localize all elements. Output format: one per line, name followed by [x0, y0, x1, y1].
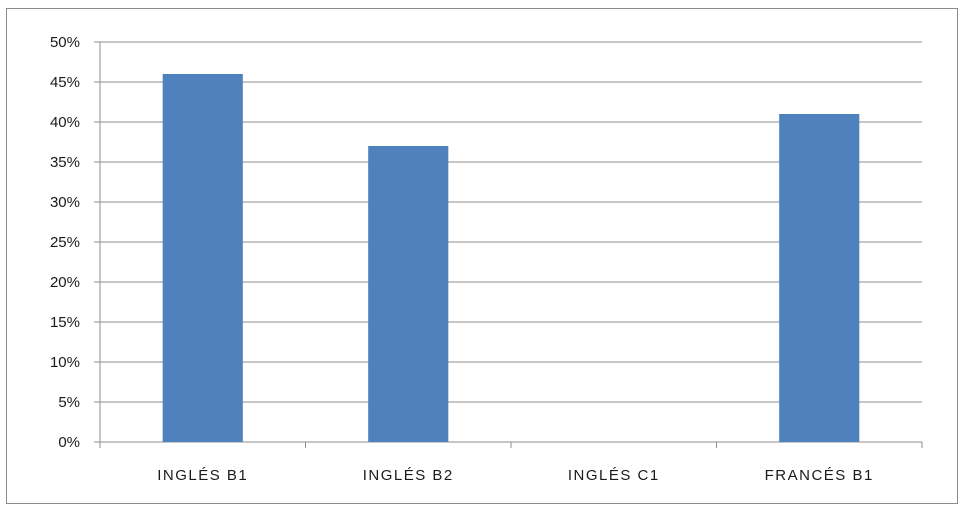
x-tick-label: INGLÉS B1 [157, 467, 248, 484]
bar-1 [162, 74, 243, 442]
y-tick-label: 30% [50, 194, 80, 211]
y-tick-label: 15% [50, 314, 80, 331]
y-tick-label: 5% [58, 394, 80, 411]
y-tick-label: 45% [50, 74, 80, 91]
bar-2 [368, 146, 449, 442]
y-tick-label: 20% [50, 274, 80, 291]
bar-4 [779, 114, 860, 442]
x-tick-label: INGLÉS B2 [363, 467, 454, 484]
y-tick-label: 10% [50, 354, 80, 371]
y-tick-label: 25% [50, 234, 80, 251]
y-tick-label: 35% [50, 154, 80, 171]
y-tick-label: 50% [50, 34, 80, 51]
x-tick-label: FRANCÉS B1 [765, 467, 874, 484]
y-tick-label: 0% [58, 434, 80, 451]
x-tick-label: INGLÉS C1 [568, 467, 660, 484]
y-tick-label: 40% [50, 114, 80, 131]
